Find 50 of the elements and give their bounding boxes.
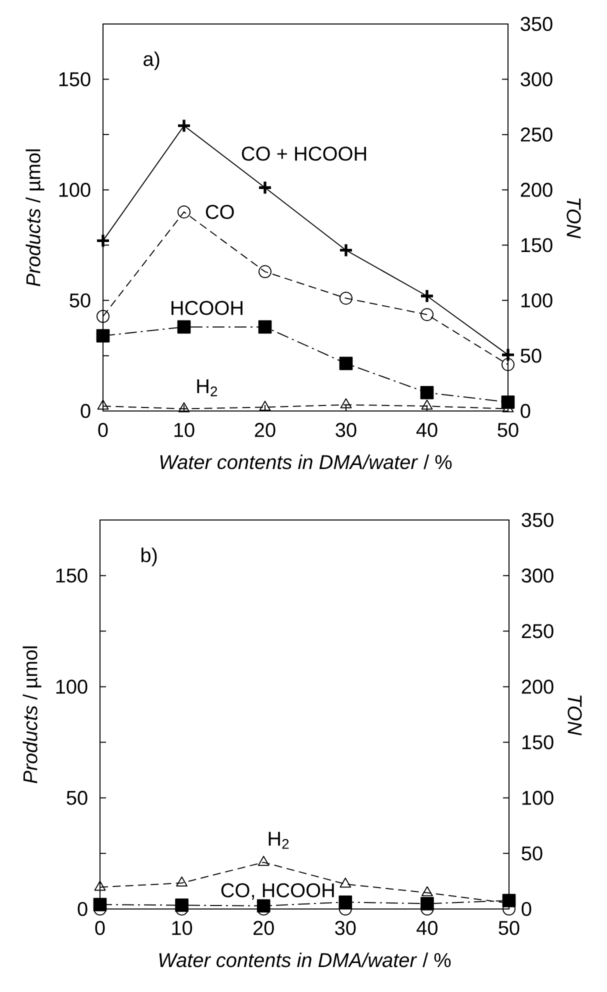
x-tick-label: 10 <box>172 920 192 936</box>
x-tick-label: 50 <box>498 422 518 437</box>
x-tick-label: 0 <box>95 920 105 936</box>
y-axis-title: Products / µmol <box>22 646 42 784</box>
y2-tick-label: 250 <box>522 624 554 638</box>
y-tick-label: 0 <box>78 902 88 916</box>
y2-tick-label: 200 <box>522 680 554 694</box>
series-label: HCOOH <box>172 300 242 316</box>
y2-tick-label: 50 <box>522 846 542 860</box>
y2-axis-title: TON <box>568 695 582 736</box>
y2-tick-label: 0 <box>522 902 532 916</box>
y2-axis-title: TON <box>566 198 581 238</box>
text: b) <box>142 548 157 566</box>
y-tick-label: 100 <box>59 182 90 197</box>
series-label: CO <box>206 204 234 220</box>
series-label: CO + HCOOH <box>242 146 366 161</box>
y2-tick-label: 150 <box>521 238 552 252</box>
y2-tick-label: 300 <box>520 72 552 86</box>
x-tick-label: 40 <box>416 920 438 936</box>
y2-tick-label: 50 <box>520 348 542 363</box>
y-axis-title: Products / µmol <box>26 149 44 286</box>
y2-tick-label: 100 <box>522 790 554 805</box>
y2-tick-label: 150 <box>522 735 554 750</box>
y2-tick-label: 350 <box>520 16 552 32</box>
y2-tick-label: 0 <box>520 404 530 418</box>
series-label: H$_{2}$ <box>268 832 289 849</box>
x-tick-label: 20 <box>254 422 276 437</box>
y2-tick-label: 100 <box>521 293 552 308</box>
x-tick-label: 30 <box>335 920 356 936</box>
y-tick-label: 0 <box>80 404 90 418</box>
x-tick-label: 20 <box>254 920 274 936</box>
text: a) <box>144 51 160 70</box>
y2-tick-label: 300 <box>522 568 554 583</box>
x-tick-label: 40 <box>416 422 438 437</box>
y-tick-label: 50 <box>70 293 90 308</box>
y-tick-label: 50 <box>66 790 88 805</box>
x-tick-label: 10 <box>174 422 194 437</box>
x-axis-title: Water contents in DMA/water / % <box>159 952 451 968</box>
y2-tick-label: 200 <box>520 182 552 197</box>
series-label: H$_{2}$ <box>197 379 218 396</box>
x-axis-title: Water contents in DMA/water / % <box>160 454 452 470</box>
x-tick-label: 50 <box>498 920 520 936</box>
x-tick-label: 0 <box>98 422 108 437</box>
annotation: CO, HCOOH <box>221 883 334 900</box>
x-tick-label: 30 <box>336 422 356 437</box>
y-tick-label: 100 <box>56 680 88 694</box>
y2-tick-label: 350 <box>522 512 554 528</box>
y2-tick-label: 250 <box>520 128 552 142</box>
y-tick-label: 150 <box>56 568 88 583</box>
y-tick-label: 150 <box>59 72 90 86</box>
